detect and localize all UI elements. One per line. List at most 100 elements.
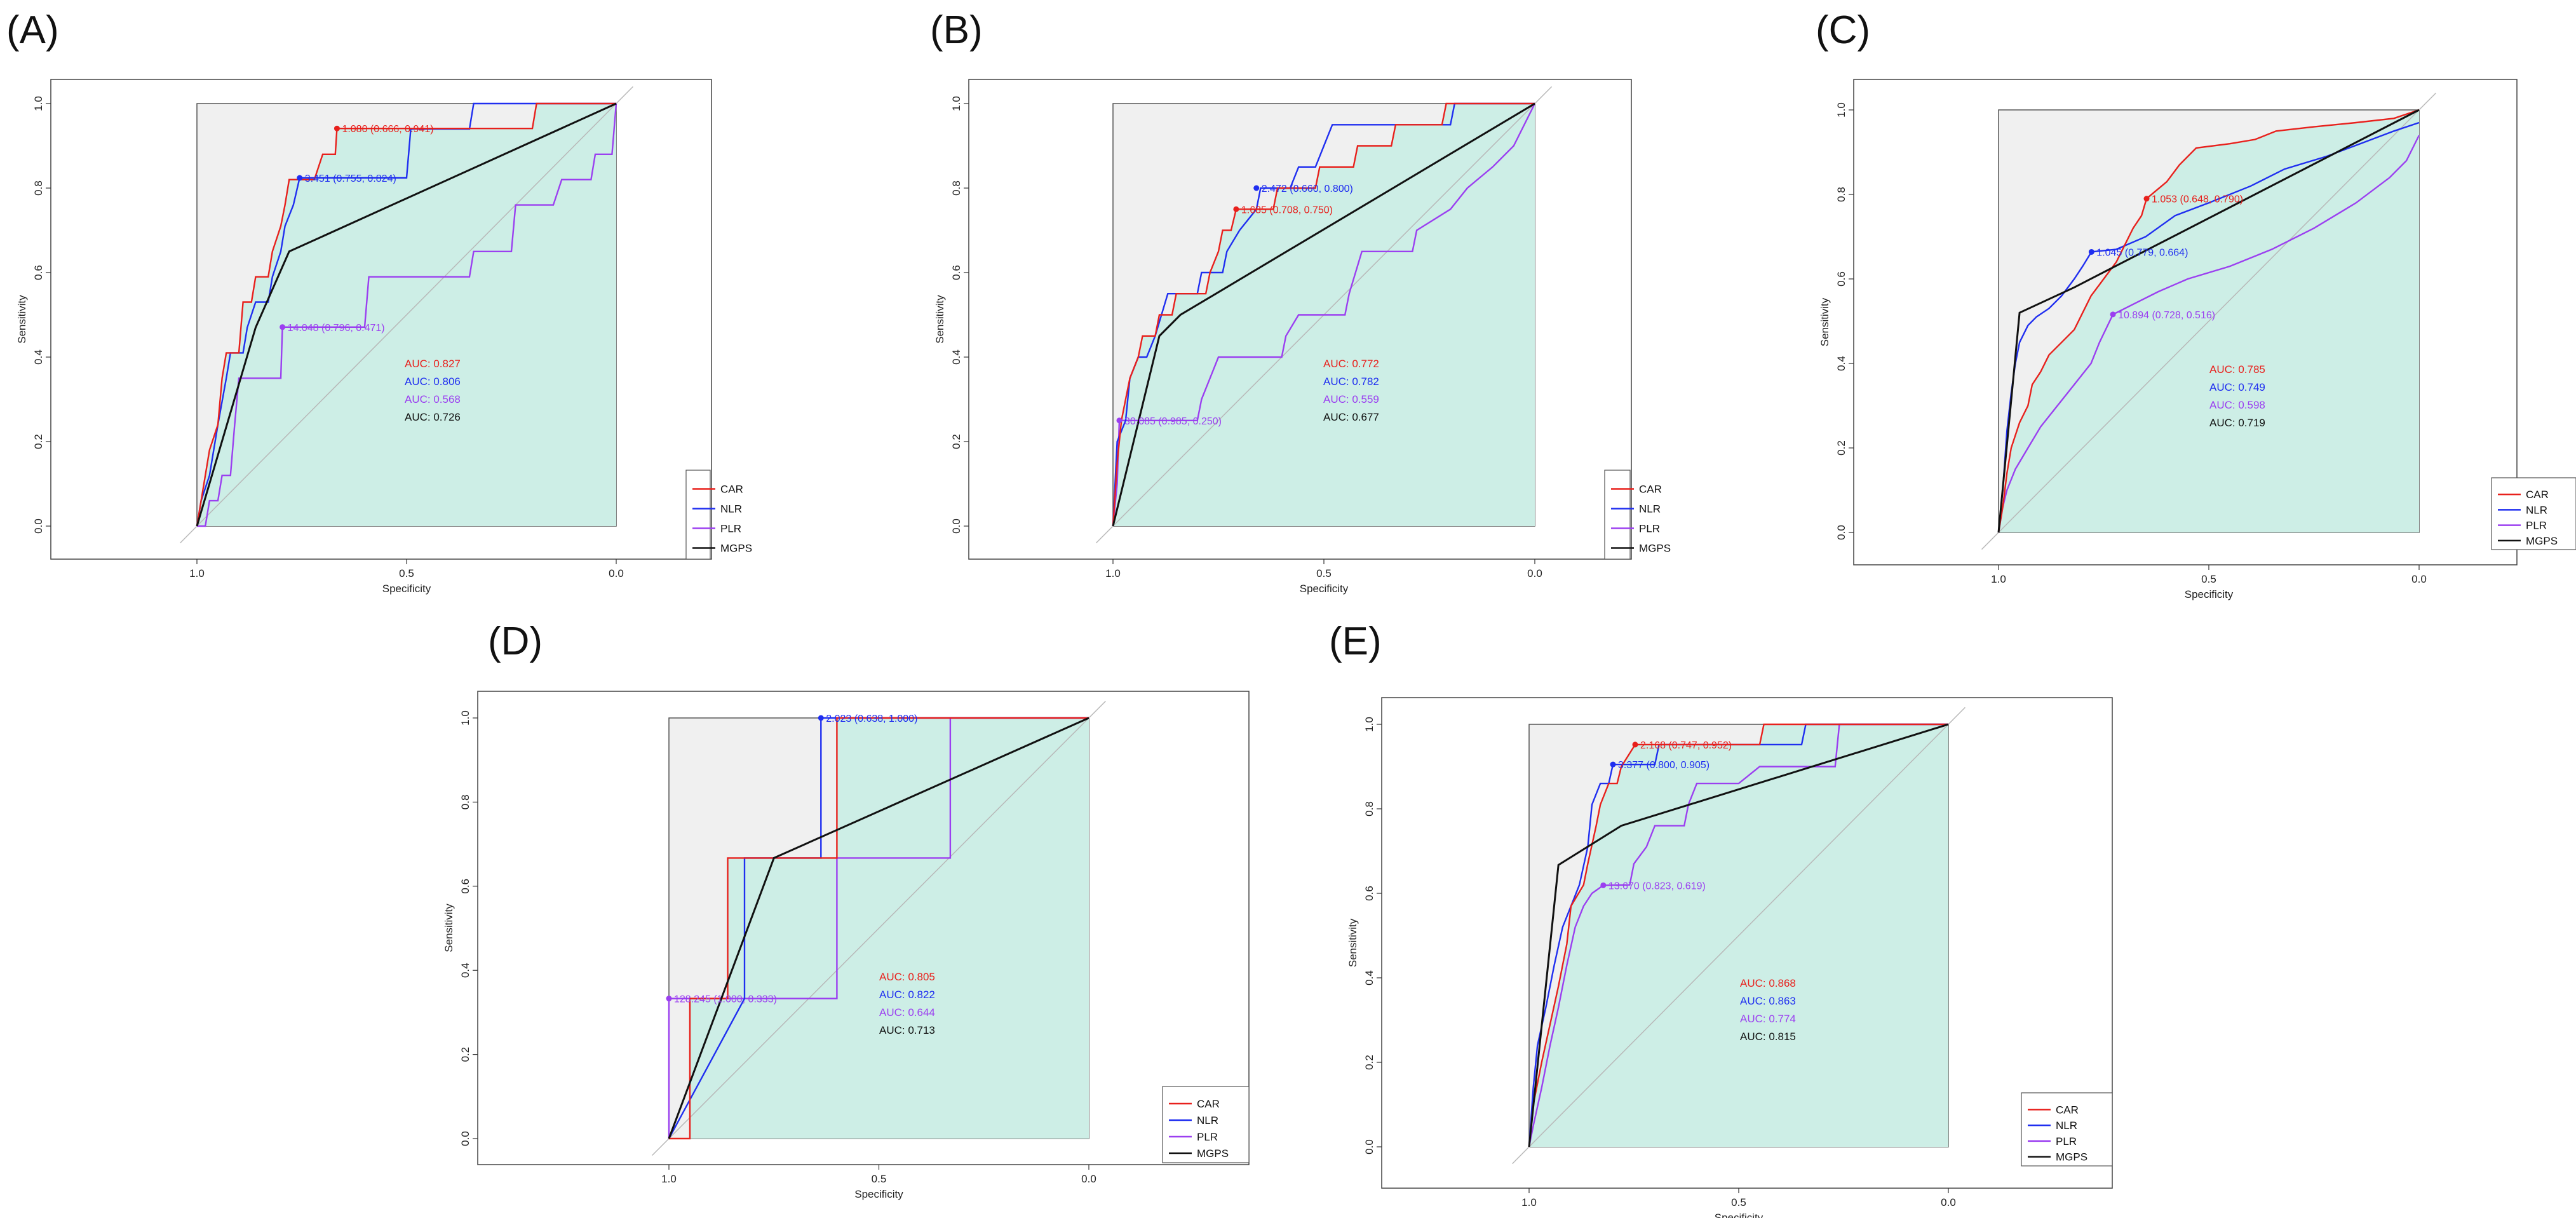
threshold-label-plr: 14.048 (0.796, 0.471) bbox=[288, 323, 385, 334]
y-axis-title: Sensitivity bbox=[934, 295, 946, 344]
threshold-label-nlr: 2.023 (0.638, 1.000) bbox=[826, 714, 917, 724]
x-tick-label: 1.0 bbox=[1991, 573, 2006, 585]
y-axis-title: Sensitivity bbox=[1347, 918, 1359, 967]
auc-label-plr: AUC: 0.774 bbox=[1740, 1013, 1796, 1025]
legend-entry-nlr: NLR bbox=[2526, 504, 2547, 516]
threshold-point-plr bbox=[2110, 311, 2116, 318]
threshold-label-car: 1.080 (0.666, 0.941) bbox=[342, 124, 433, 135]
y-tick-label: 0.4 bbox=[459, 963, 471, 978]
x-axis-title: Specificity bbox=[1715, 1212, 1763, 1218]
auc-label-mgps: AUC: 0.726 bbox=[405, 411, 461, 423]
legend-entry-nlr: NLR bbox=[1639, 503, 1661, 515]
legend-entry-car: CAR bbox=[1197, 1098, 1220, 1110]
threshold-point-car bbox=[1632, 741, 1638, 748]
threshold-point-nlr bbox=[2088, 248, 2094, 255]
roc-panel-1: (A) 0.0 0.2 0.4 0.6 0.8 1.0 1.0 0.5 0.0 Specificit… bbox=[6, 8, 752, 595]
y-tick-label: 0.0 bbox=[459, 1131, 471, 1146]
threshold-point-plr bbox=[1600, 882, 1607, 888]
y-tick-label: 0.0 bbox=[1363, 1139, 1375, 1154]
panel-label: (A) bbox=[6, 8, 59, 52]
x-tick-label: 0.5 bbox=[1731, 1196, 1746, 1208]
y-tick-label: 1.0 bbox=[459, 710, 471, 726]
legend-entry-nlr: NLR bbox=[1197, 1114, 1218, 1127]
x-tick-label: 0.0 bbox=[609, 567, 624, 579]
plot-frame bbox=[968, 79, 1632, 560]
y-tick-label: 0.2 bbox=[1363, 1055, 1375, 1070]
y-tick-label: 0.6 bbox=[1835, 271, 1847, 287]
threshold-point-car bbox=[334, 125, 340, 132]
threshold-label-plr: 30.085 (0.985, 0.250) bbox=[1124, 416, 1222, 427]
auc-label-nlr: AUC: 0.863 bbox=[1740, 995, 1796, 1007]
threshold-point-car bbox=[1233, 206, 1239, 212]
y-tick-label: 0.4 bbox=[32, 349, 44, 365]
reference-diagonal bbox=[652, 700, 1106, 1156]
series-line-mgps bbox=[196, 102, 617, 527]
series-line-mgps bbox=[1112, 102, 1535, 527]
panel-label: (D) bbox=[488, 619, 543, 663]
legend-entry-plr: PLR bbox=[1639, 523, 1660, 535]
auc-label-car: AUC: 0.805 bbox=[879, 971, 935, 983]
y-tick-label: 0.8 bbox=[950, 180, 962, 196]
x-tick-label: 0.0 bbox=[2411, 573, 2427, 585]
threshold-point-car bbox=[2143, 196, 2150, 202]
y-axis-title: Sensitivity bbox=[1819, 297, 1831, 346]
y-tick-label: 0.2 bbox=[32, 434, 44, 449]
y-tick-label: 0.4 bbox=[1835, 356, 1847, 371]
auc-label-mgps: AUC: 0.815 bbox=[1740, 1031, 1796, 1043]
auc-label-nlr: AUC: 0.806 bbox=[405, 376, 461, 388]
threshold-label-plr: 10.894 (0.728, 0.516) bbox=[2118, 310, 2215, 321]
series-line-plr bbox=[1112, 103, 1536, 527]
threshold-point-nlr bbox=[1253, 185, 1260, 191]
legend-box bbox=[2491, 477, 2576, 550]
auc-label-plr: AUC: 0.568 bbox=[405, 393, 461, 405]
x-tick-label: 0.0 bbox=[1527, 567, 1542, 579]
y-tick-label: 1.0 bbox=[1363, 717, 1375, 732]
x-tick-label: 1.0 bbox=[189, 567, 205, 579]
auc-label-nlr: AUC: 0.782 bbox=[1323, 376, 1379, 388]
legend-box bbox=[1162, 1086, 1250, 1163]
legend-entry-mgps: MGPS bbox=[2056, 1151, 2087, 1163]
plot-frame bbox=[1853, 79, 2518, 565]
legend-entry-mgps: MGPS bbox=[1639, 543, 1671, 555]
auc-label-nlr: AUC: 0.822 bbox=[879, 989, 935, 1001]
legend-entry-nlr: NLR bbox=[720, 503, 742, 515]
threshold-label-car: 2.168 (0.747, 0.952) bbox=[1640, 740, 1732, 751]
roc-panel-4: (D) 0.0 0.2 0.4 0.6 0.8 1.0 1.0 0.5 0.0 Specificit… bbox=[443, 619, 1250, 1200]
x-tick-label: 1.0 bbox=[1521, 1196, 1537, 1208]
y-tick-label: 1.0 bbox=[32, 96, 44, 111]
x-tick-label: 1.0 bbox=[661, 1173, 677, 1185]
reference-diagonal bbox=[180, 86, 633, 544]
x-tick-label: 0.5 bbox=[399, 567, 414, 579]
auc-label-mgps: AUC: 0.677 bbox=[1323, 411, 1379, 423]
series-line-plr bbox=[197, 103, 617, 527]
plot-frame bbox=[50, 79, 712, 560]
threshold-point-nlr bbox=[1610, 761, 1616, 768]
series-line-mgps bbox=[1528, 723, 1949, 1147]
legend-entry-mgps: MGPS bbox=[720, 543, 752, 555]
x-tick-label: 1.0 bbox=[1105, 567, 1121, 579]
x-tick-label: 0.0 bbox=[1941, 1196, 1956, 1208]
reference-diagonal bbox=[1981, 92, 2437, 550]
series-line-car bbox=[1112, 102, 1535, 527]
y-tick-label: 0.4 bbox=[950, 349, 962, 365]
series-line-car bbox=[669, 717, 1089, 1140]
legend-box bbox=[1604, 470, 1631, 560]
y-tick-label: 0.8 bbox=[459, 795, 471, 810]
series-line-plr bbox=[1528, 723, 1948, 1147]
x-tick-label: 0.5 bbox=[872, 1173, 887, 1185]
x-axis-title: Specificity bbox=[1300, 583, 1349, 595]
threshold-label-nlr: 3.451 (0.755, 0.824) bbox=[305, 173, 396, 184]
threshold-point-nlr bbox=[297, 175, 303, 181]
y-axis-title: Sensitivity bbox=[443, 903, 455, 952]
legend-entry-mgps: MGPS bbox=[2526, 535, 2558, 547]
auc-label-plr: AUC: 0.598 bbox=[2209, 399, 2265, 411]
legend-box bbox=[685, 470, 711, 560]
y-tick-label: 0.2 bbox=[950, 434, 962, 449]
threshold-point-plr bbox=[1116, 417, 1123, 424]
x-tick-label: 0.5 bbox=[2201, 573, 2216, 585]
y-tick-label: 0.0 bbox=[1835, 525, 1847, 540]
auc-label-plr: AUC: 0.644 bbox=[879, 1006, 935, 1018]
roc-panel-3: (C) 0.0 0.2 0.4 0.6 0.8 1.0 1.0 0.5 0.0 Specificit… bbox=[1816, 8, 2576, 600]
x-axis-title: Specificity bbox=[382, 583, 431, 595]
